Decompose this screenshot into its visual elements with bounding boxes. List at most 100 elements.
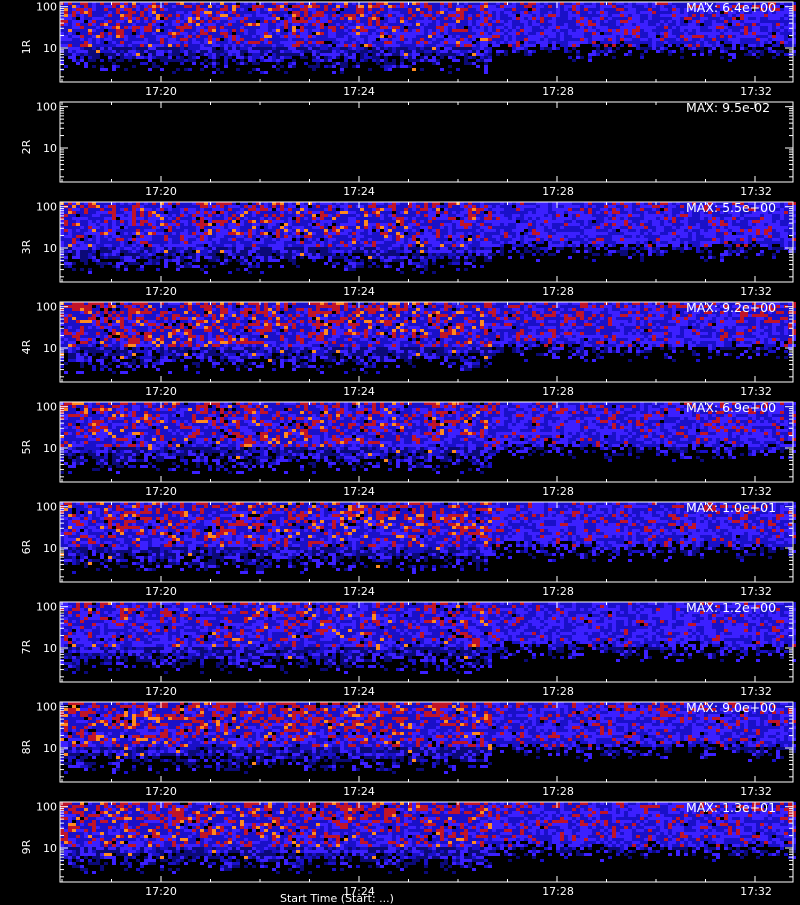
heatmap-cell <box>128 256 132 259</box>
heatmap-cell <box>376 5 380 8</box>
heatmap-cell <box>364 59 368 62</box>
heatmap-cell <box>92 38 96 41</box>
heatmap-cell <box>108 59 112 62</box>
heatmap-cell <box>304 32 308 35</box>
heatmap-cell <box>420 38 424 41</box>
heatmap-cell <box>152 17 156 20</box>
heatmap-cell <box>692 20 696 23</box>
heatmap-cell <box>96 38 100 41</box>
heatmap-cell <box>260 223 264 226</box>
heatmap-cell <box>684 26 688 29</box>
heatmap-cell <box>512 29 516 32</box>
heatmap-cell <box>244 11 248 14</box>
heatmap-cell <box>496 29 500 32</box>
heatmap-cell <box>140 8 144 11</box>
heatmap-cell <box>356 47 360 50</box>
heatmap-cell <box>388 68 392 71</box>
heatmap-cell <box>252 56 256 59</box>
heatmap-cell <box>332 56 336 59</box>
heatmap-cell <box>196 47 200 50</box>
heatmap-cell <box>720 29 724 32</box>
heatmap-cell <box>420 17 424 20</box>
heatmap-cell <box>256 220 260 223</box>
heatmap-cell <box>72 35 76 38</box>
heatmap-cell <box>352 44 356 47</box>
heatmap-cell <box>392 14 396 17</box>
heatmap-cell <box>360 38 364 41</box>
heatmap-cell <box>232 232 236 235</box>
heatmap-cell <box>544 14 548 17</box>
heatmap-cell <box>172 53 176 56</box>
heatmap-cell <box>196 5 200 8</box>
heatmap-cell <box>276 53 280 56</box>
heatmap-cell <box>480 35 484 38</box>
heatmap-cell <box>332 214 336 217</box>
heatmap-cell <box>744 35 748 38</box>
heatmap-cell <box>120 11 124 14</box>
heatmap-cell <box>356 20 360 23</box>
heatmap-cell <box>480 29 484 32</box>
heatmap-cell <box>144 35 148 38</box>
heatmap-cell <box>92 235 96 238</box>
heatmap-cell <box>748 32 752 35</box>
heatmap-cell <box>116 253 120 256</box>
heatmap-cell <box>132 53 136 56</box>
heatmap-cell <box>68 232 72 235</box>
heatmap-cell <box>636 26 640 29</box>
heatmap-cell <box>376 44 380 47</box>
heatmap-cell <box>288 50 292 53</box>
heatmap-cell <box>428 59 432 62</box>
heatmap-cell <box>156 41 160 44</box>
heatmap-cell <box>88 50 92 53</box>
heatmap-cell <box>752 32 756 35</box>
heatmap-cell <box>340 250 344 253</box>
heatmap-cell <box>460 41 464 44</box>
heatmap-cell <box>248 29 252 32</box>
heatmap-cell <box>216 11 220 14</box>
heatmap-cell <box>456 68 460 71</box>
heatmap-cell <box>68 11 72 14</box>
heatmap-cell <box>76 226 80 229</box>
heatmap-cell <box>132 220 136 223</box>
heatmap-cell <box>412 62 416 65</box>
heatmap-cell <box>336 250 340 253</box>
heatmap-cell <box>412 26 416 29</box>
heatmap-cell <box>272 229 276 232</box>
heatmap-cell <box>144 208 148 211</box>
heatmap-cell <box>192 208 196 211</box>
heatmap-cell <box>512 8 516 11</box>
heatmap-cell <box>96 53 100 56</box>
heatmap-cell <box>176 59 180 62</box>
heatmap-cell <box>352 17 356 20</box>
heatmap-cell <box>136 41 140 44</box>
heatmap-cell <box>68 229 72 232</box>
heatmap-cell <box>64 8 68 11</box>
heatmap-cell <box>400 14 404 17</box>
heatmap-cell <box>76 211 80 214</box>
heatmap-cell <box>484 29 488 32</box>
heatmap-cell <box>328 247 332 250</box>
heatmap-cell <box>80 205 84 208</box>
heatmap-cell <box>208 11 212 14</box>
heatmap-cell <box>64 244 68 247</box>
heatmap-cell <box>348 262 352 265</box>
heatmap-cell <box>192 235 196 238</box>
heatmap-cell <box>76 41 80 44</box>
heatmap-cell <box>316 241 320 244</box>
heatmap-cell <box>60 229 64 232</box>
heatmap-cell <box>320 223 324 226</box>
heatmap-cell <box>508 44 512 47</box>
heatmap-cell <box>196 20 200 23</box>
heatmap-cell <box>592 29 596 32</box>
heatmap-cell <box>636 17 640 20</box>
heatmap-cell <box>104 26 108 29</box>
heatmap-cell <box>404 23 408 26</box>
heatmap-cell <box>240 23 244 26</box>
heatmap-cell <box>72 226 76 229</box>
heatmap-cell <box>232 17 236 20</box>
heatmap-cell <box>716 20 720 23</box>
heatmap-cell <box>176 44 180 47</box>
heatmap-cell <box>564 38 568 41</box>
heatmap-cell <box>748 44 752 47</box>
heatmap-cell <box>516 5 520 8</box>
